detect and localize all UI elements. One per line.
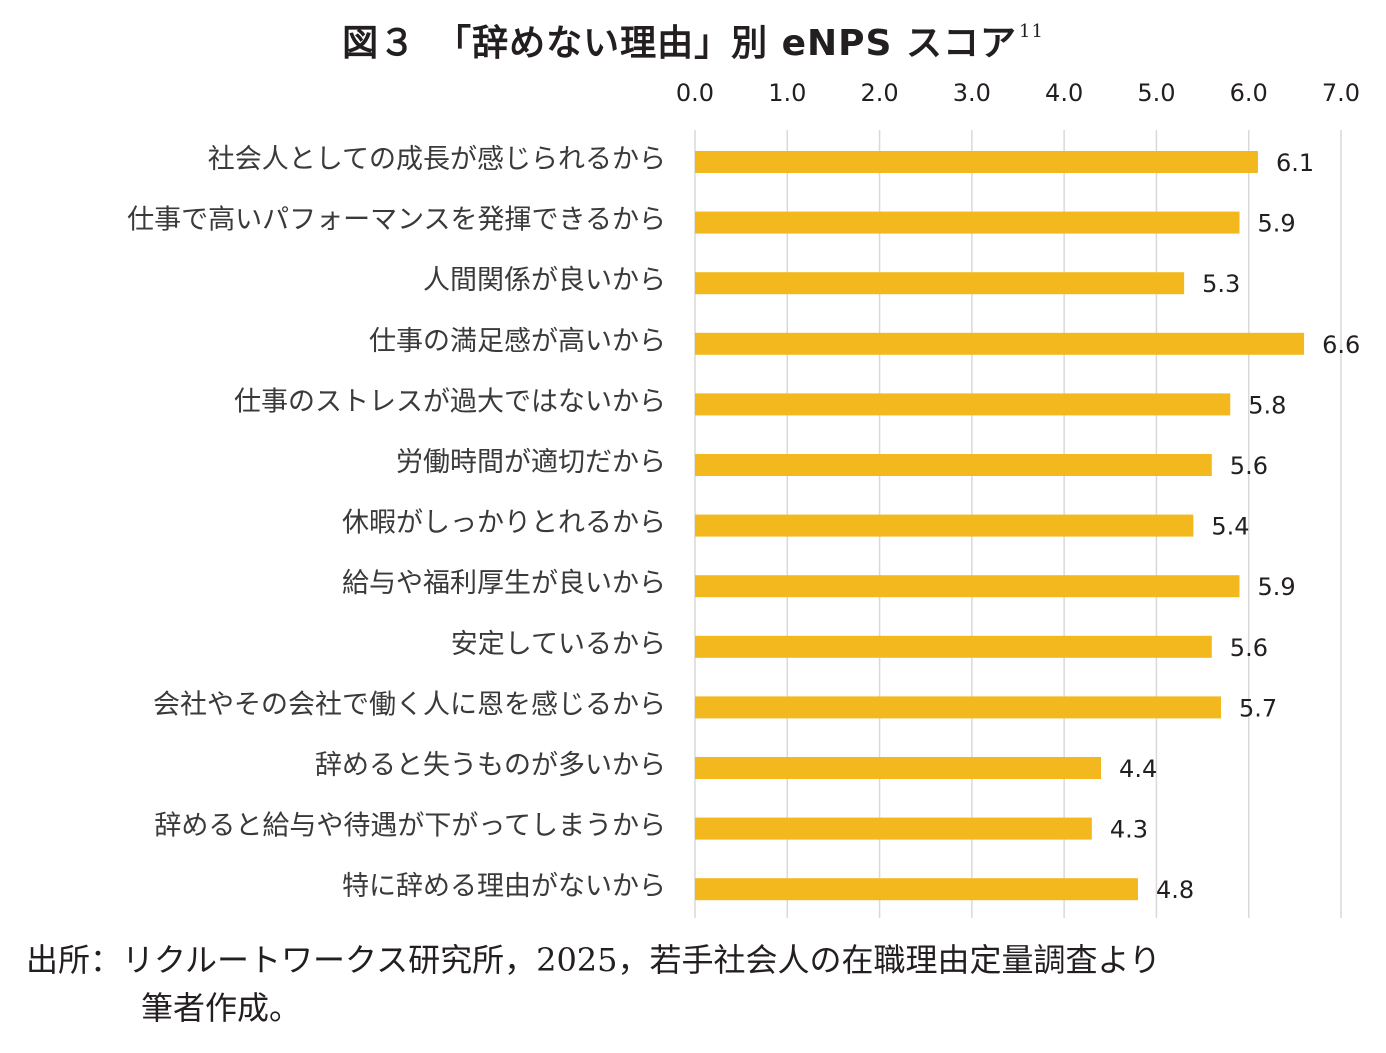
category-label: 辞めると失うものが多いから: [315, 750, 666, 781]
data-label: 6.1: [1276, 149, 1314, 177]
data-label: 4.4: [1119, 755, 1157, 783]
bar-chart: 0.0 1.0 2.0 3.0 4.0 5.0 6.0 7.0 社会人としての成長が感じられる…: [127, 79, 1360, 918]
chart-title-text: 図３ 「辞めない理由」別 eNPS スコア: [342, 23, 1018, 64]
data-label: 5.9: [1257, 210, 1295, 238]
category-label: 特に辞める理由がないから: [342, 871, 666, 902]
category-label: 安定しているから: [451, 629, 666, 660]
chart-title: 図３ 「辞めない理由」別 eNPS スコア 11: [0, 14, 1386, 66]
bar: [695, 575, 1240, 598]
source-line-2: 筆者作成。: [141, 989, 302, 1027]
bar: [695, 272, 1185, 295]
bar: [695, 332, 1305, 355]
bars: [695, 151, 1305, 901]
title-footnote-marker: 11: [1019, 21, 1044, 42]
x-tick-label: 5.0: [1137, 79, 1175, 107]
category-label: 人間関係が良いから: [423, 265, 666, 296]
x-tick-label: 2.0: [860, 79, 898, 107]
data-label: 5.9: [1257, 573, 1295, 601]
bar: [695, 151, 1258, 173]
bar: [695, 878, 1138, 901]
category-label: 仕事のストレスが過大ではないから: [234, 386, 666, 417]
value-labels: 6.1 5.9 5.3 6.6 5.8 5.6 5.4 5.9 5.6 5.7 4.4 4.3 4.8: [1110, 149, 1360, 904]
x-axis-tick-labels: 0.0 1.0 2.0 3.0 4.0 5.0 6.0 7.0: [676, 79, 1360, 107]
category-label: 辞めると給与や待遇が下がってしまうから: [154, 811, 666, 842]
bar: [695, 696, 1222, 719]
data-label: 6.6: [1322, 331, 1360, 359]
bar: [695, 454, 1212, 476]
data-label: 5.7: [1239, 694, 1277, 722]
bar: [695, 514, 1194, 537]
data-label: 5.8: [1248, 391, 1286, 419]
category-label: 会社やその会社で働く人に恩を感じるから: [153, 689, 666, 720]
x-tick-label: 3.0: [953, 79, 991, 107]
data-label: 4.8: [1156, 876, 1194, 904]
data-label: 4.3: [1110, 816, 1148, 844]
category-label: 休暇がしっかりとれるから: [342, 508, 666, 539]
category-label: 仕事の満足感が高いから: [369, 326, 666, 357]
data-label: 5.4: [1211, 513, 1249, 541]
category-labels: 社会人としての成長が感じられるから仕事で高いパフォーマンスを発揮できるから人間関…: [127, 144, 666, 902]
source-note: 出所：リクルートワークス研究所，2025，若手社会人の在職理由定量調査より筆者作…: [26, 936, 1376, 1032]
x-tick-label: 0.0: [676, 79, 714, 107]
x-tick-label: 7.0: [1322, 79, 1360, 107]
data-label: 5.6: [1230, 634, 1268, 662]
bar: [695, 817, 1092, 840]
data-label: 5.3: [1202, 270, 1240, 298]
x-tick-label: 6.0: [1230, 79, 1268, 107]
x-tick-label: 1.0: [768, 79, 806, 107]
x-tick-label: 4.0: [1045, 79, 1083, 107]
category-label: 労働時間が適切だから: [396, 447, 666, 478]
bar: [695, 635, 1212, 658]
category-label: 社会人としての成長が感じられるから: [208, 144, 666, 175]
category-label: 給与や福利厚生が良いから: [342, 568, 666, 599]
bar: [695, 393, 1231, 416]
bar: [695, 757, 1102, 779]
category-label: 仕事で高いパフォーマンスを発揮できるから: [127, 205, 666, 236]
bar: [695, 211, 1240, 234]
source-line-1: 出所：リクルートワークス研究所，2025，若手社会人の在職理由定量調査より: [26, 941, 1161, 979]
data-label: 5.6: [1230, 452, 1268, 480]
